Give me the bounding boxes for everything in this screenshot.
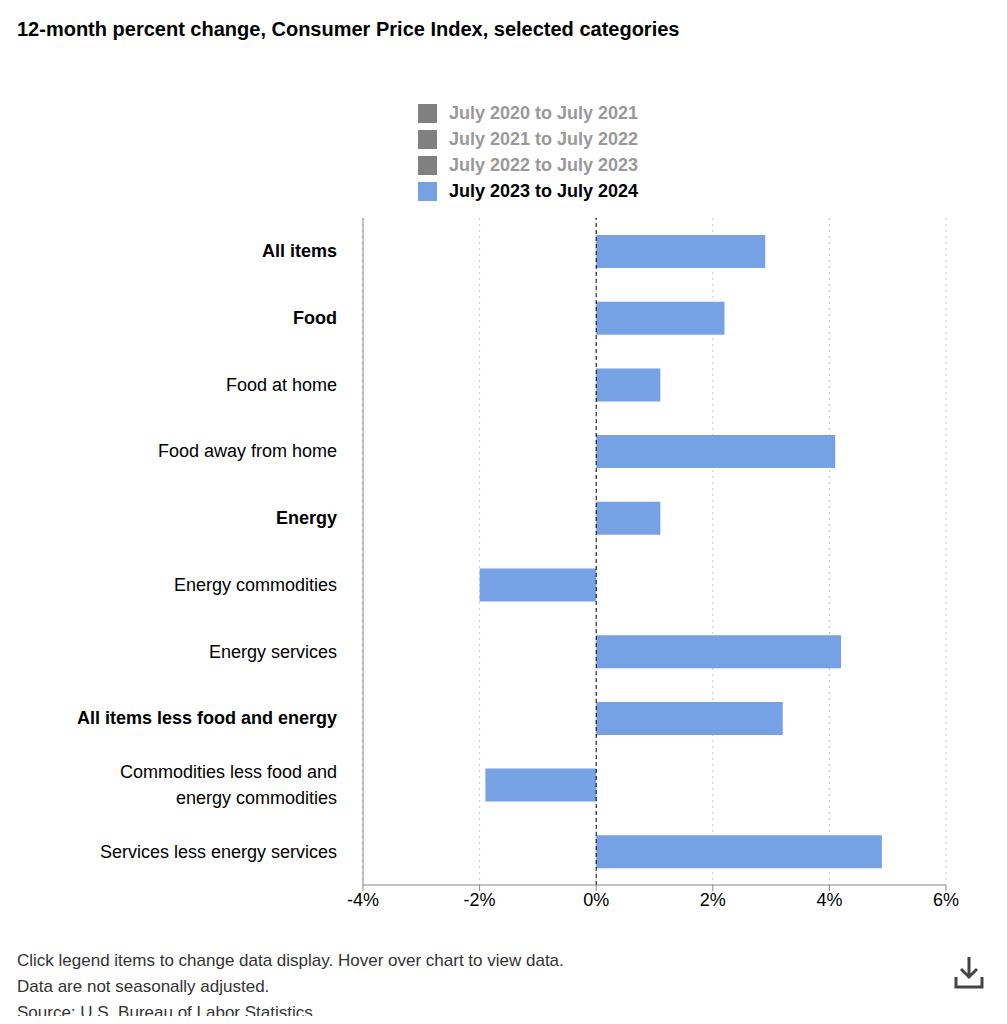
svg-text:Food: Food xyxy=(293,308,337,328)
svg-text:All items less food and energy: All items less food and energy xyxy=(77,708,337,728)
svg-text:Food at home: Food at home xyxy=(226,375,337,395)
svg-text:All items: All items xyxy=(262,241,337,261)
svg-text:0%: 0% xyxy=(583,890,609,910)
html-text:12-month percent change, Consu: 12-month percent change, Consumer Price … xyxy=(17,18,680,40)
html-text:Data are not seasonally adjust: Data are not seasonally adjusted. xyxy=(17,977,270,996)
svg-text:-2%: -2% xyxy=(464,890,496,910)
html-text:July 2021 to July 2022: July 2021 to July 2022 xyxy=(449,128,639,149)
svg-text:Energy commodities: Energy commodities xyxy=(174,575,337,595)
html-text:July 2023 to July 2024: July 2023 to July 2024 xyxy=(449,180,639,201)
html-text:July 2020 to July 2021: July 2020 to July 2021 xyxy=(449,102,639,123)
svg-text:4%: 4% xyxy=(816,890,842,910)
html-text:Click legend items to change d: Click legend items to change data displa… xyxy=(17,951,564,970)
svg-text:-4%: -4% xyxy=(347,890,379,910)
svg-text:Services less energy services: Services less energy services xyxy=(100,842,337,862)
svg-text:2%: 2% xyxy=(700,890,726,910)
svg-text:6%: 6% xyxy=(933,890,959,910)
svg-text:Energy services: Energy services xyxy=(209,642,337,662)
svg-text:Energy: Energy xyxy=(276,508,337,528)
html-text:July 2022 to July 2023: July 2022 to July 2023 xyxy=(449,154,639,175)
svg-text:Food away from home: Food away from home xyxy=(158,441,337,461)
svg-text:Commodities less food andenerg: Commodities less food andenergy commodit… xyxy=(120,762,337,808)
